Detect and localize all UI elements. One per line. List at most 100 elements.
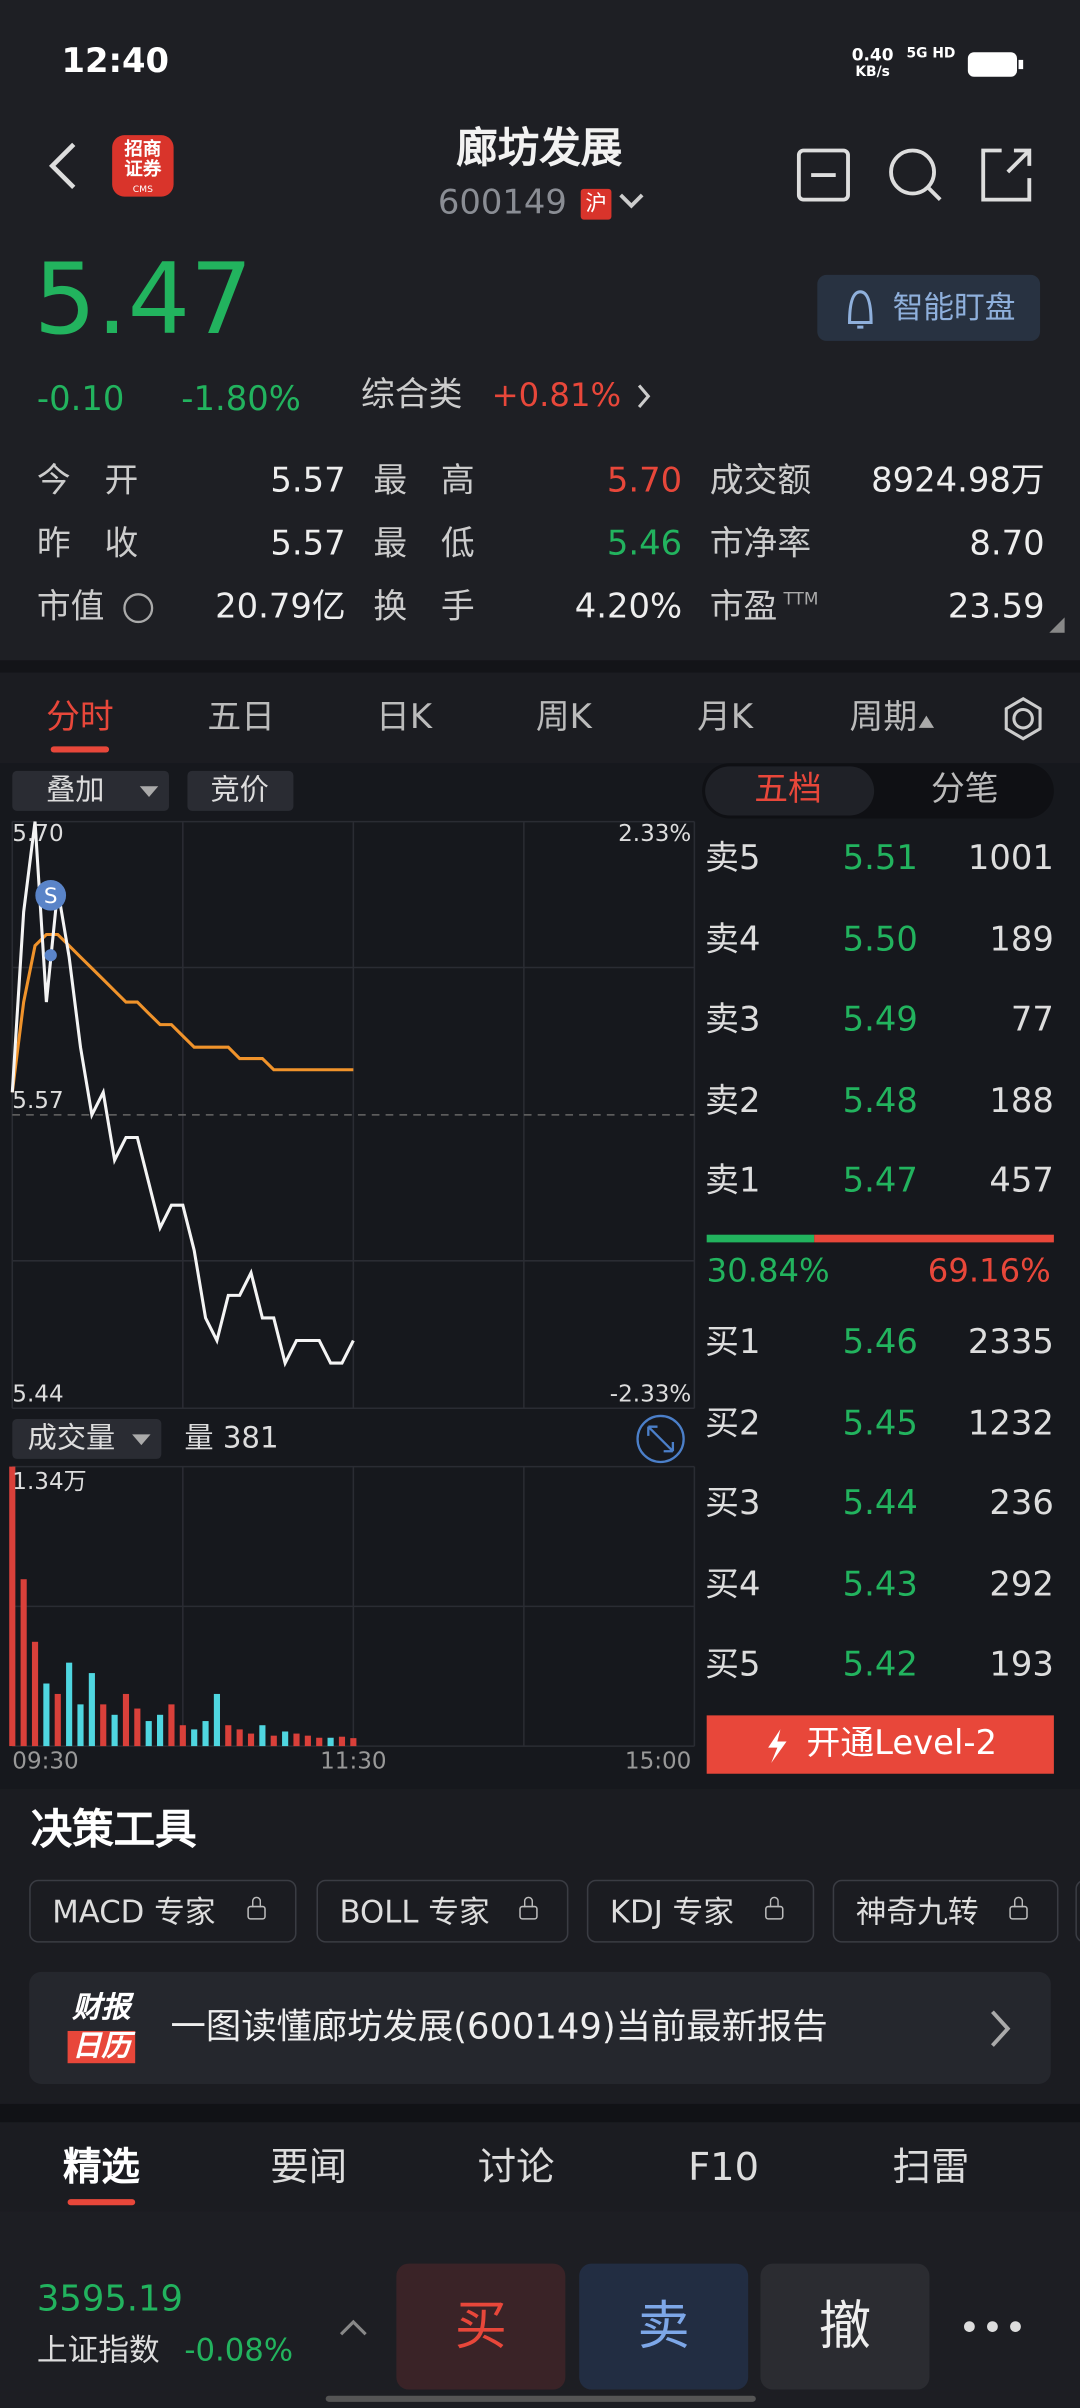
chart-tab[interactable]: 周期 <box>849 698 918 738</box>
chart-tab[interactable]: 月K <box>697 698 754 738</box>
time-label: 15:00 <box>624 1746 692 1775</box>
share-button[interactable] <box>981 148 1032 202</box>
level-volume: 193 <box>989 1646 1054 1685</box>
level-volume: 188 <box>989 1081 1054 1121</box>
sell-ratio-bar <box>813 1234 1054 1243</box>
active-tab-pill <box>705 766 875 816</box>
sector-arrow[interactable] <box>637 384 651 408</box>
volume-bar <box>20 1579 27 1747</box>
settings-frame <box>1004 696 1042 741</box>
more-dot[interactable] <box>964 2321 975 2332</box>
news-tab[interactable]: 要闻 <box>270 2144 348 2190</box>
orderbook-tab[interactable]: 五档 <box>754 770 822 810</box>
report-banner[interactable] <box>29 1971 1051 2084</box>
volume-label[interactable]: 成交量 <box>27 1421 116 1456</box>
volume-bar <box>111 1714 118 1747</box>
auction-label[interactable]: 竞价 <box>210 773 269 808</box>
action-label[interactable]: 撤 <box>818 2295 872 2358</box>
section-title: 决策工具 <box>30 1806 197 1855</box>
chart-tab[interactable]: 五日 <box>207 698 276 738</box>
action-button[interactable] <box>396 2263 566 2390</box>
expand-corner[interactable] <box>1049 617 1065 633</box>
settings-icon[interactable] <box>1012 707 1034 730</box>
level-price: 5.44 <box>842 1485 918 1524</box>
logo-sub: CMS <box>132 184 154 196</box>
net-speed: 0.40 <box>851 45 894 66</box>
index-value: 3595.19 <box>36 2279 184 2320</box>
action-button[interactable] <box>579 2263 749 2390</box>
chart-tab[interactable]: 日K <box>376 698 433 738</box>
level-label: 卖4 <box>705 920 761 960</box>
tool-button[interactable] <box>832 1879 1059 1943</box>
lock-icon <box>519 1905 538 1920</box>
alert-label[interactable]: 智能盯盘 <box>892 288 1016 326</box>
level-price: 5.43 <box>842 1565 918 1605</box>
average-line <box>10 932 354 1093</box>
level2-label[interactable]: 开通Level-2 <box>806 1724 998 1763</box>
stat-label: 成交额 <box>709 462 812 501</box>
action-button[interactable] <box>760 2263 930 2390</box>
lock-icon <box>1009 1905 1028 1920</box>
news-tab[interactable]: 讨论 <box>477 2144 555 2190</box>
volume-bar <box>54 1693 61 1747</box>
tool-button[interactable] <box>29 1879 297 1943</box>
more-dot[interactable] <box>987 2321 998 2332</box>
code-dropdown[interactable] <box>619 193 644 209</box>
index-expand[interactable] <box>339 2319 367 2336</box>
signal-dot <box>44 949 57 962</box>
stat-value: 8.70 <box>969 525 1045 564</box>
volume-bar <box>191 1729 198 1747</box>
stock-name: 廊坊发展 <box>456 125 623 173</box>
tab-underline <box>67 2199 136 2206</box>
overlay-label[interactable]: 叠加 <box>46 773 105 808</box>
level-price: 5.45 <box>842 1404 918 1443</box>
lock-icon <box>247 1905 266 1920</box>
last-price: 5.47 <box>33 244 253 358</box>
level-price: 5.48 <box>842 1081 918 1121</box>
orderbook-tab[interactable]: 分笔 <box>930 770 999 810</box>
banner-arrow[interactable] <box>991 2010 1011 2047</box>
search-button[interactable] <box>889 148 936 196</box>
banner-text[interactable]: 一图读懂廊坊发展(600149)当前最新报告 <box>170 2007 828 2048</box>
volume-bar <box>179 1725 186 1747</box>
lock-shackle <box>769 1896 779 1908</box>
exchange-badge: 沪 <box>580 188 612 220</box>
battery-tip <box>1018 59 1024 70</box>
tool-button[interactable] <box>316 1879 569 1943</box>
overlay-button[interactable] <box>12 770 169 811</box>
fullscreen-button[interactable] <box>636 1414 685 1464</box>
clock: 12:40 <box>61 42 170 82</box>
action-label[interactable]: 买 <box>454 2295 507 2358</box>
volume-bar <box>225 1725 232 1747</box>
stat-label: 市净率 <box>709 525 812 564</box>
alert-button[interactable] <box>817 274 1041 341</box>
stat-label: 市盈 <box>709 588 778 627</box>
news-tab[interactable]: F10 <box>688 2144 760 2190</box>
logo-text: 招商证券 <box>124 138 162 180</box>
news-tab[interactable]: 精选 <box>62 2144 140 2190</box>
volume-bar <box>9 1466 16 1747</box>
tool-label[interactable]: MACD 专家 <box>52 1893 216 1931</box>
info-icon[interactable] <box>123 593 154 624</box>
sector-name[interactable]: 综合类 <box>361 376 463 415</box>
back-button[interactable] <box>48 142 76 189</box>
action-label[interactable]: 卖 <box>637 2295 690 2358</box>
stat-label: 市值 <box>36 588 105 627</box>
news-tabs <box>0 2122 1080 2212</box>
chart-panel <box>0 763 1080 1790</box>
tool-label[interactable]: BOLL 专家 <box>339 1893 490 1931</box>
index-name: 上证指数 <box>36 2331 160 2369</box>
chart-tab[interactable]: 分时 <box>46 698 114 738</box>
tool-button[interactable] <box>586 1879 815 1943</box>
tool-label[interactable]: 神奇九转 <box>855 1893 979 1931</box>
level2-button[interactable] <box>706 1715 1054 1774</box>
more-dot[interactable] <box>1010 2321 1021 2332</box>
overlay-triangle <box>139 786 159 798</box>
chart-tab[interactable]: 周K <box>535 698 592 738</box>
news-tab[interactable]: 扫雷 <box>892 2144 970 2190</box>
level-label: 卖1 <box>705 1162 761 1201</box>
tool-label[interactable]: KDJ 专家 <box>609 1893 735 1931</box>
minimize-button[interactable] <box>796 148 850 202</box>
auction-button[interactable] <box>187 770 294 811</box>
